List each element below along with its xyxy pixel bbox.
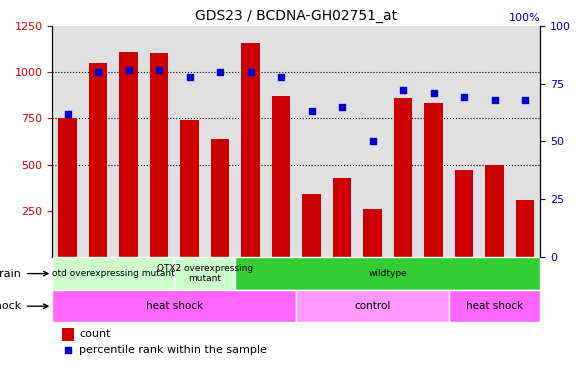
Bar bbox=[181, 120, 199, 257]
Bar bbox=[516, 200, 535, 257]
Point bbox=[124, 67, 133, 72]
Text: 100%: 100% bbox=[509, 13, 540, 23]
Text: heat shock: heat shock bbox=[466, 301, 523, 311]
Bar bbox=[424, 104, 443, 257]
Point bbox=[368, 139, 377, 145]
Bar bbox=[242, 43, 260, 257]
Bar bbox=[364, 209, 382, 257]
Bar bbox=[211, 139, 229, 257]
Bar bbox=[150, 53, 168, 257]
Point bbox=[307, 108, 316, 114]
Point bbox=[155, 67, 164, 72]
Bar bbox=[394, 98, 413, 257]
FancyBboxPatch shape bbox=[52, 257, 174, 290]
Text: heat shock: heat shock bbox=[146, 301, 203, 311]
Point bbox=[63, 111, 72, 117]
Bar bbox=[62, 328, 74, 341]
Point bbox=[94, 69, 103, 75]
Point bbox=[277, 74, 286, 79]
Bar bbox=[486, 165, 504, 257]
Bar bbox=[333, 178, 351, 257]
Point bbox=[399, 87, 408, 93]
Point bbox=[429, 90, 438, 96]
FancyBboxPatch shape bbox=[296, 290, 449, 322]
Text: wildtype: wildtype bbox=[368, 269, 407, 278]
FancyBboxPatch shape bbox=[235, 257, 540, 290]
Point bbox=[521, 97, 530, 103]
Bar bbox=[455, 170, 473, 257]
Bar bbox=[89, 63, 107, 257]
Title: GDS23 / BCDNA-GH02751_at: GDS23 / BCDNA-GH02751_at bbox=[195, 9, 397, 23]
Point bbox=[246, 69, 255, 75]
Bar bbox=[58, 118, 77, 257]
Text: OTX2 overexpressing
mutant: OTX2 overexpressing mutant bbox=[157, 264, 253, 283]
Point bbox=[460, 94, 469, 100]
Text: count: count bbox=[79, 329, 110, 339]
FancyBboxPatch shape bbox=[449, 290, 540, 322]
Point bbox=[490, 97, 499, 103]
Text: strain: strain bbox=[0, 269, 48, 279]
Text: otd overexpressing mutant: otd overexpressing mutant bbox=[52, 269, 175, 278]
Point bbox=[338, 104, 347, 110]
Bar bbox=[303, 194, 321, 257]
Point bbox=[185, 74, 194, 79]
Bar bbox=[272, 96, 290, 257]
Text: control: control bbox=[354, 301, 391, 311]
Point bbox=[63, 347, 73, 352]
FancyBboxPatch shape bbox=[52, 290, 296, 322]
FancyBboxPatch shape bbox=[174, 257, 235, 290]
Bar bbox=[120, 52, 138, 257]
Text: percentile rank within the sample: percentile rank within the sample bbox=[79, 345, 267, 355]
Text: shock: shock bbox=[0, 301, 48, 311]
Point bbox=[216, 69, 225, 75]
